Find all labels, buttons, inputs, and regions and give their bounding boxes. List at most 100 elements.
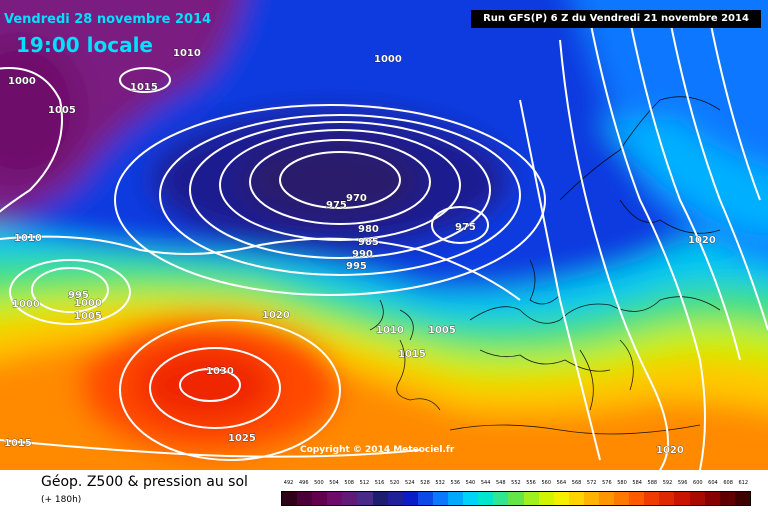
legend-value: 516 [374, 480, 385, 486]
map-pressure-labels: 1010101510001005100097097598098599099597… [4, 48, 716, 457]
geopotential-field [0, 0, 768, 470]
legend-swatches [281, 491, 751, 506]
legend-swatch [327, 492, 343, 505]
legend-swatch [312, 492, 328, 505]
isobar-label: 1005 [428, 325, 456, 336]
run-info: Run GFS(P) 6 Z du Vendredi 21 novembre 2… [471, 10, 761, 28]
isobar-label: 985 [358, 237, 379, 248]
coastlines [369, 96, 721, 435]
isobars [0, 19, 768, 470]
legend-swatch [583, 492, 599, 505]
isobar-label: 1000 [8, 76, 36, 87]
legend-swatch [282, 492, 298, 505]
isobar-label: 1020 [656, 445, 684, 456]
legend-value: 608 [723, 480, 733, 486]
legend-value: 496 [298, 480, 309, 486]
legend-swatch [538, 492, 554, 505]
legend-swatch [523, 492, 539, 505]
color-scale-legend: 492 496 500 504 508 512 516 520 524 528 532 536 540 5… [281, 478, 751, 508]
legend-swatch [402, 492, 418, 505]
legend-swatch [704, 492, 720, 505]
legend-value: 596 [677, 480, 688, 486]
legend-value: 600 [693, 480, 703, 486]
isobar-label: 995 [68, 290, 89, 301]
isobar-label: 1000 [374, 54, 402, 65]
legend-value: 492 [283, 480, 294, 486]
legend-swatch [614, 492, 630, 505]
isobar-label: 1025 [228, 433, 256, 444]
isobar-label: 1000 [12, 299, 40, 310]
legend-swatch [659, 492, 675, 505]
forecast-date: Vendredi 28 novembre 2014 [4, 12, 212, 27]
forecast-map: 1010101510001005100097097598098599099597… [0, 0, 768, 470]
copyright-notice: Copyright © 2014 Meteociel.fr [300, 445, 455, 455]
isobar-label: 975 [326, 200, 347, 211]
legend-value: 500 [314, 480, 324, 486]
legend-value: 588 [647, 480, 658, 486]
legend-value: 528 [420, 480, 430, 486]
legend-swatch [553, 492, 569, 505]
isobar-label: 970 [346, 193, 367, 204]
legend-value: 556 [526, 480, 536, 486]
isobar-label: 1005 [74, 311, 102, 322]
legend-swatch [598, 492, 615, 505]
legend-swatch [432, 492, 449, 505]
legend-value: 580 [617, 480, 627, 486]
legend-value: 504 [329, 480, 339, 486]
legend-value: 508 [344, 480, 354, 486]
forecast-offset: (+ 180h) [41, 495, 82, 505]
isobar-label: 1015 [4, 438, 32, 449]
isobar-label: 1020 [688, 235, 716, 246]
legend-value: 584 [632, 480, 642, 486]
isobar-label: 1010 [173, 48, 201, 59]
isobar-label: 1015 [398, 349, 426, 360]
legend-swatch [493, 492, 509, 505]
legend-value: 540 [465, 480, 476, 486]
legend-value: 552 [511, 480, 521, 486]
isobar-label: 1005 [48, 105, 76, 116]
legend-swatch [719, 492, 735, 505]
legend-value: 564 [556, 480, 567, 486]
legend-swatch [342, 492, 358, 505]
legend-swatch [689, 492, 705, 505]
legend-swatch [372, 492, 388, 505]
isobar-label: 1010 [376, 325, 404, 336]
legend-swatch [478, 492, 494, 505]
legend-swatch [357, 492, 373, 505]
legend-swatch [417, 492, 433, 505]
isobar-label: 1030 [206, 366, 234, 377]
legend-value: 604 [708, 480, 718, 486]
legend-value: 524 [405, 480, 415, 486]
legend-value: 568 [571, 480, 582, 486]
legend-value: 572 [586, 480, 597, 486]
isobar-label: 995 [346, 261, 367, 272]
legend-value: 592 [662, 480, 673, 486]
map-footer: Géop. Z500 & pression au sol (+ 180h) 49… [0, 470, 768, 512]
isobar-label: 980 [358, 224, 379, 235]
legend-value: 536 [450, 480, 461, 486]
legend-swatch [629, 492, 645, 505]
legend-value: 612 [738, 480, 749, 486]
legend-value: 560 [541, 480, 551, 486]
legend-value: 532 [435, 480, 445, 486]
legend-value: 520 [389, 480, 400, 486]
legend-swatch [297, 492, 313, 505]
isobar-label: 975 [455, 222, 476, 233]
legend-swatch [508, 492, 524, 505]
isobar-label: 1000 [74, 298, 102, 309]
isobar-label: 990 [352, 249, 373, 260]
legend-value: 548 [495, 480, 506, 486]
isobar-label: 1015 [130, 82, 158, 93]
legend-swatch [463, 492, 479, 505]
legend-value: 512 [359, 480, 370, 486]
map-title: Géop. Z500 & pression au sol [41, 474, 248, 490]
legend-swatch [448, 492, 464, 505]
legend-value: 576 [602, 480, 612, 486]
legend-value: 544 [480, 480, 491, 486]
legend-swatch [644, 492, 660, 505]
isobar-label: 1020 [262, 310, 290, 321]
legend-labels: 492 496 500 504 508 512 516 520 524 528 532 536 540 5… [281, 478, 751, 489]
legend-swatch [387, 492, 403, 505]
legend-swatch [734, 492, 750, 505]
